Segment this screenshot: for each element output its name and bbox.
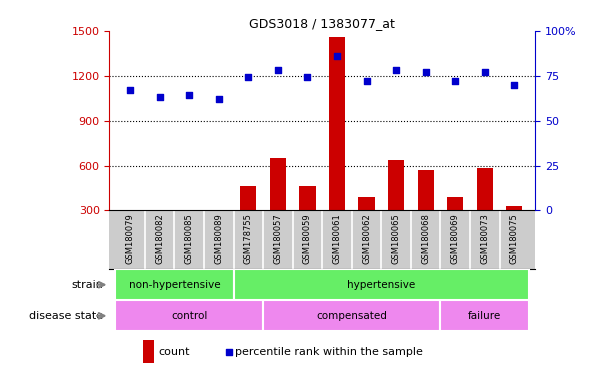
Text: control: control	[171, 311, 207, 321]
Bar	[116, 269, 233, 300]
Point	[480, 69, 489, 75]
Point	[273, 67, 283, 73]
Point	[243, 74, 253, 81]
Bar	[116, 300, 263, 331]
Point	[392, 67, 401, 73]
Text: percentile rank within the sample: percentile rank within the sample	[235, 347, 423, 357]
Bar	[270, 158, 286, 255]
Text: GSM180069: GSM180069	[451, 214, 460, 264]
Bar	[506, 206, 522, 255]
Bar	[388, 160, 404, 255]
Title: GDS3018 / 1383077_at: GDS3018 / 1383077_at	[249, 17, 395, 30]
Bar	[263, 300, 440, 331]
Text: GSM180062: GSM180062	[362, 214, 371, 264]
Point	[421, 69, 430, 75]
Text: disease state: disease state	[29, 311, 103, 321]
Text: count: count	[158, 347, 190, 357]
Point	[510, 81, 519, 88]
Text: hypertensive: hypertensive	[347, 280, 415, 290]
Bar	[447, 197, 463, 255]
Point	[303, 74, 313, 81]
Text: strain: strain	[72, 280, 103, 290]
Point	[184, 92, 194, 98]
Text: GSM178755: GSM178755	[244, 214, 253, 264]
Text: GSM180065: GSM180065	[392, 214, 401, 264]
Text: GSM180089: GSM180089	[214, 214, 223, 264]
Text: GSM180082: GSM180082	[155, 214, 164, 264]
Bar	[143, 340, 154, 363]
Point	[155, 94, 165, 100]
Bar	[477, 169, 493, 255]
Point	[125, 87, 135, 93]
Bar	[151, 215, 168, 255]
Text: failure: failure	[468, 311, 502, 321]
Bar	[418, 170, 434, 255]
Text: compensated: compensated	[316, 311, 387, 321]
Point	[451, 78, 460, 84]
Bar	[122, 215, 138, 255]
Text: GSM180075: GSM180075	[510, 214, 519, 264]
Point	[362, 78, 371, 84]
Text: GSM180079: GSM180079	[126, 214, 134, 264]
Point	[332, 53, 342, 59]
Text: GSM180085: GSM180085	[185, 214, 194, 264]
Bar	[440, 300, 529, 331]
Text: non-hypertensive: non-hypertensive	[129, 280, 220, 290]
Text: GSM180068: GSM180068	[421, 214, 430, 264]
Bar	[240, 187, 257, 255]
Text: GSM180061: GSM180061	[333, 214, 342, 264]
Text: GSM180073: GSM180073	[480, 214, 489, 264]
Bar	[329, 37, 345, 255]
Text: GSM180059: GSM180059	[303, 214, 312, 264]
Bar	[210, 216, 227, 255]
Bar	[181, 217, 198, 255]
Text: GSM180057: GSM180057	[274, 214, 282, 264]
Bar	[299, 187, 316, 255]
Point	[214, 96, 224, 102]
Bar	[359, 197, 375, 255]
Bar	[233, 269, 529, 300]
